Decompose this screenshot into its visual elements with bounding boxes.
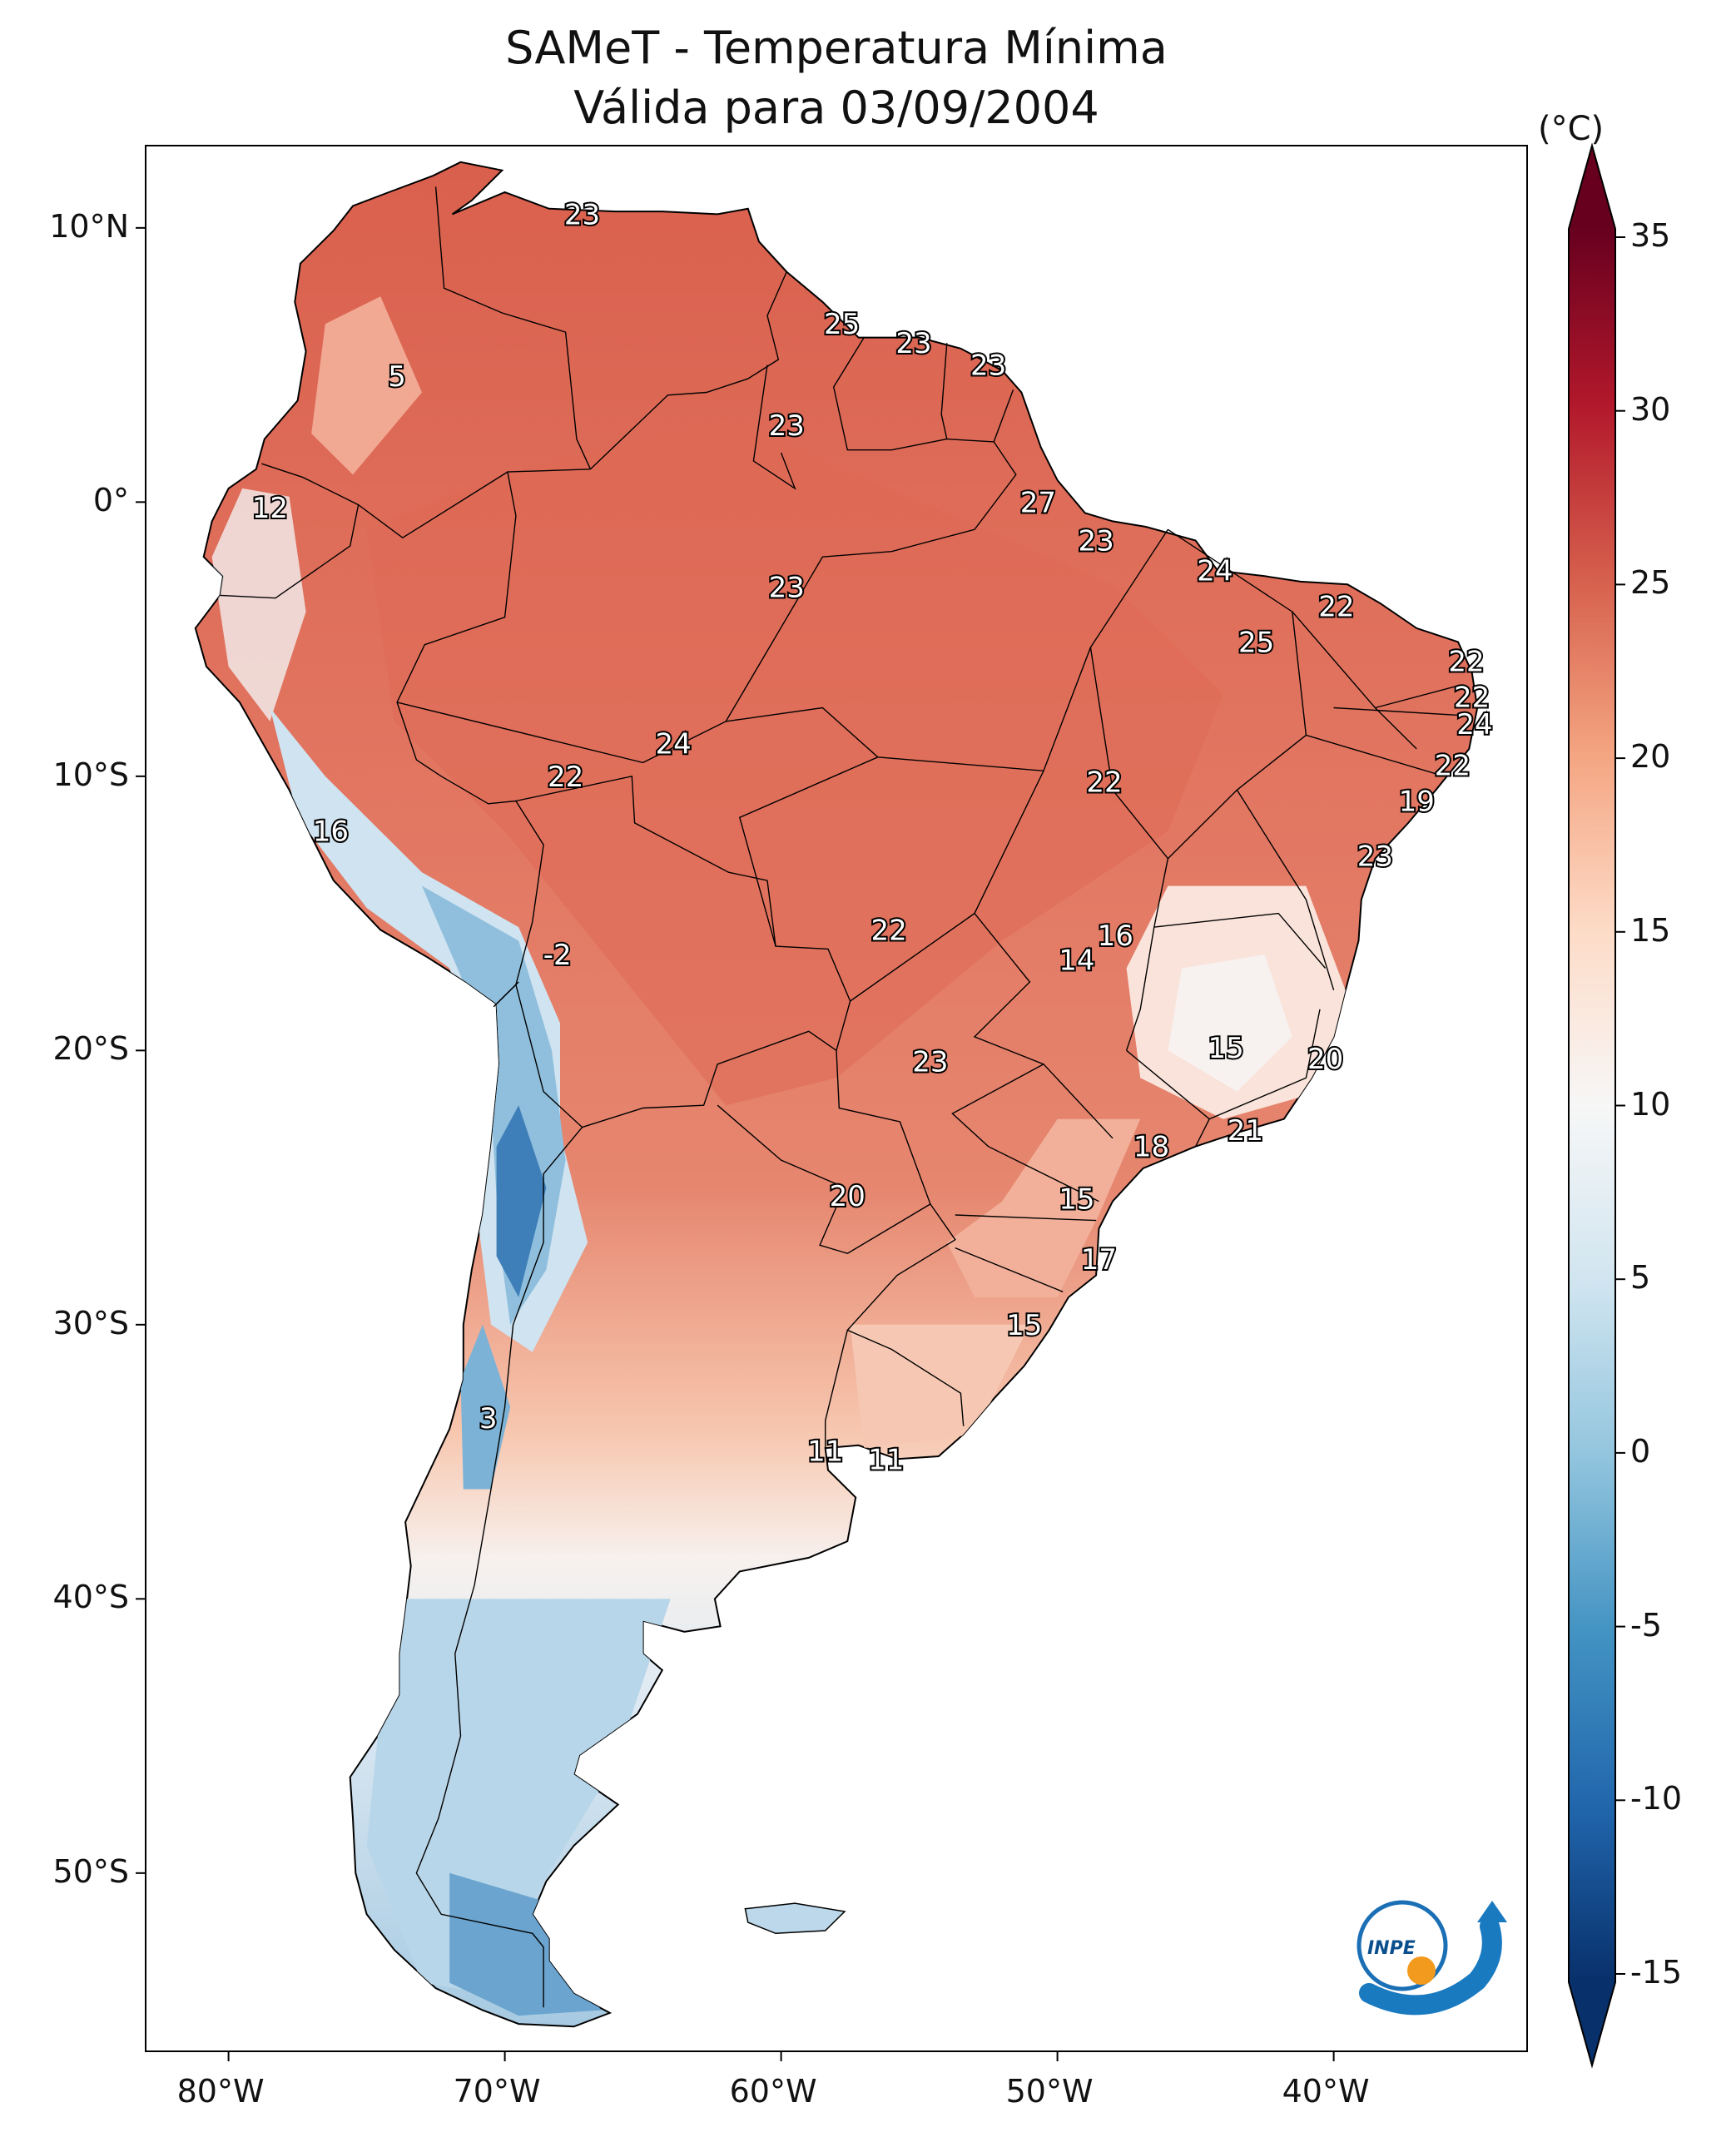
station-value-label: 22: [548, 761, 583, 794]
colorbar-tick-label: 15: [1630, 911, 1671, 949]
colorbar-tick-label: 25: [1630, 564, 1671, 602]
station-value-label: 12: [252, 492, 288, 525]
station-value-label: 3: [479, 1402, 498, 1435]
station-value-label: 15: [1208, 1032, 1243, 1065]
y-tick-label: 30°S: [52, 1304, 129, 1341]
logo-text: INPE: [1367, 1938, 1416, 1959]
x-tick-label: 80°W: [176, 2073, 265, 2110]
colorbar-tick-label: 20: [1630, 738, 1671, 776]
axis-ticks: [136, 226, 1335, 2061]
colorbar-extend-min: [1569, 1982, 1615, 2065]
station-value-label: 15: [1006, 1309, 1042, 1342]
colorbar-tick-label: 30: [1630, 390, 1671, 428]
logo-swoosh-icon: [1359, 1916, 1502, 2016]
y-tick-label: 20°S: [52, 1030, 129, 1068]
colorbar-outline: [1568, 142, 1616, 2069]
colorbar-tick-label: -15: [1630, 1954, 1683, 1991]
station-value-label: 23: [564, 198, 600, 231]
colorbar-tick-label: 5: [1630, 1259, 1651, 1297]
y-tick-label: 40°S: [52, 1579, 129, 1616]
colorbar-tick-label: 0: [1630, 1432, 1651, 1470]
x-tick-label: 70°W: [453, 2073, 541, 2110]
station-value-label: 5: [388, 360, 406, 394]
station-value-label: 23: [1078, 524, 1114, 558]
colorbar-tick-label: -5: [1630, 1606, 1662, 1644]
station-value-label: 27: [1020, 486, 1056, 519]
station-value-label: 24: [1456, 708, 1492, 741]
station-value-label: 23: [970, 350, 1006, 383]
station-value-label: 15: [1059, 1183, 1094, 1216]
x-tick-label: 50°W: [1005, 2073, 1094, 2110]
colorbar-unit: (°C): [1538, 110, 1605, 148]
x-tick-label: 60°W: [729, 2073, 817, 2110]
station-value-label: 23: [912, 1046, 948, 1079]
station-value-label: 20: [830, 1180, 866, 1213]
station-value-label: 24: [1197, 555, 1233, 588]
x-tick-label: 40°W: [1282, 2073, 1370, 2110]
colorbar-body: [1569, 229, 1615, 1982]
y-tick-label: 10°S: [52, 756, 129, 793]
station-value-label: 16: [1098, 920, 1133, 953]
station-value-label: 24: [655, 727, 691, 761]
station-value-label: 14: [1059, 945, 1094, 978]
map-subtitle: Válida para 03/09/2004: [573, 82, 1099, 134]
station-value-label: 19: [1399, 785, 1435, 818]
y-tick-label: 0°: [92, 482, 129, 519]
logo-arrow-icon: [1477, 1901, 1507, 1922]
station-value-label: 21: [1228, 1114, 1263, 1148]
station-value-label: 22: [1454, 681, 1490, 714]
colorbar-tick-label: 10: [1630, 1085, 1671, 1123]
station-value-label: 25: [1238, 626, 1274, 659]
station-value-label: 17: [1081, 1243, 1117, 1277]
inpe-logo: INPE: [1357, 1900, 1507, 2016]
station-value-label: 16: [313, 816, 349, 849]
station-value-label: -2: [543, 939, 572, 972]
station-value-label: 23: [769, 409, 805, 443]
station-value-label: 23: [895, 327, 931, 360]
south-america-landmass: [194, 161, 1479, 2028]
logo-dot-icon: [1407, 1956, 1436, 1985]
map-title: SAMeT - Temperatura Mínima: [505, 22, 1168, 74]
station-value-label: 22: [1086, 766, 1122, 799]
station-value-label: 11: [807, 1435, 843, 1468]
colorbar-tick-label: 35: [1630, 217, 1671, 254]
station-value-label: 22: [1318, 591, 1354, 624]
station-value-label: 22: [1448, 645, 1484, 678]
station-value-label: 25: [824, 308, 860, 341]
y-tick-label: 10°N: [49, 207, 129, 245]
station-value-label: 11: [868, 1443, 904, 1476]
colorbar-extend-max: [1569, 146, 1615, 229]
y-tick-label: 50°S: [52, 1852, 129, 1890]
station-value-label: 18: [1133, 1131, 1169, 1164]
falkland-islands: [744, 1902, 846, 1935]
station-value-label: 23: [769, 571, 805, 604]
station-value-label: 20: [1307, 1043, 1343, 1076]
station-value-label: 23: [1357, 840, 1393, 873]
station-value-label: 22: [870, 914, 906, 947]
colorbar: [1568, 142, 1625, 2069]
colorbar-tick-label: -10: [1630, 1780, 1683, 1817]
station-value-label: 22: [1435, 750, 1471, 783]
logo-ring-icon: [1357, 1900, 1448, 1991]
